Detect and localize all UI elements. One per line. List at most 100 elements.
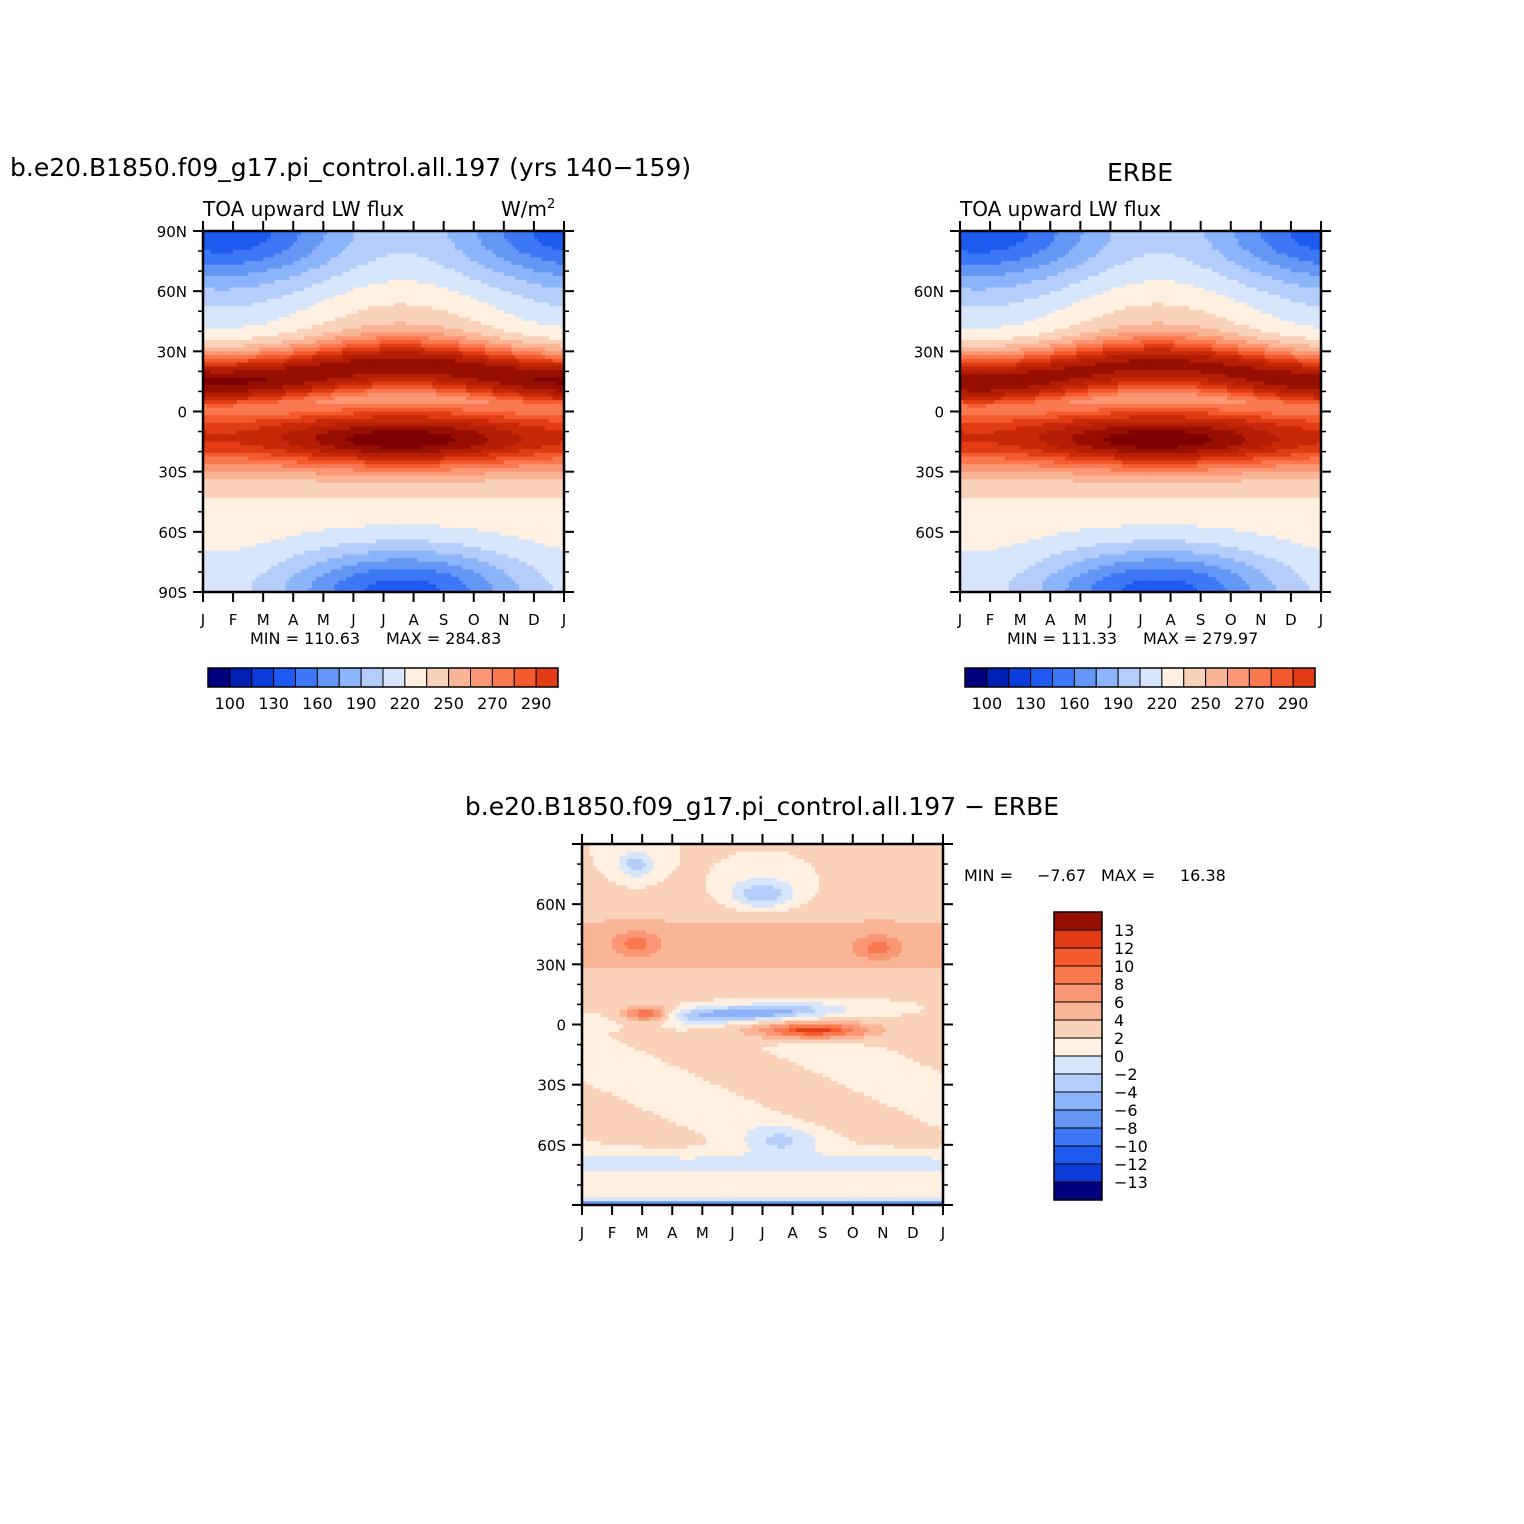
panel1-cell — [552, 294, 558, 300]
panel1-cell — [391, 249, 396, 255]
panel1-cell — [372, 422, 377, 428]
panel1-cell — [503, 264, 509, 270]
panel1-cell — [281, 325, 287, 330]
panel1-cell — [500, 400, 505, 405]
panel1-cell — [398, 403, 403, 409]
panel1-cell — [263, 279, 268, 285]
panel1-cell — [218, 313, 223, 319]
panel1-cell — [515, 340, 520, 345]
panel1-cell — [518, 287, 524, 292]
panel1-cell — [210, 407, 215, 413]
panel1-cell — [394, 385, 400, 390]
panel1-cell — [485, 268, 490, 273]
panel1-cell — [221, 246, 227, 251]
panel1-cell — [466, 302, 471, 307]
panel1-cell — [402, 257, 407, 262]
panel1-cell — [233, 347, 238, 352]
panel1-cell — [406, 291, 411, 296]
panel1-cell — [451, 294, 456, 300]
panel1-cell — [225, 419, 230, 424]
panel1-cell — [289, 328, 294, 334]
panel1-cell — [458, 264, 464, 270]
panel1-cell — [443, 291, 449, 296]
panel1-cell — [462, 268, 467, 273]
panel1-cell — [259, 411, 264, 416]
panel1-cell — [379, 396, 385, 401]
panel1-cell — [515, 257, 520, 262]
panel1-cell — [548, 332, 554, 337]
panel1-cell — [327, 340, 332, 345]
panel1-cell — [225, 407, 230, 413]
panel1-cell — [203, 298, 208, 304]
panel1-cell — [387, 351, 392, 356]
panel1-cell — [515, 422, 520, 428]
panel1-cell — [421, 306, 426, 311]
panel1-cell — [372, 358, 377, 364]
panel1-cell — [503, 370, 509, 375]
panel1-cell — [560, 358, 564, 364]
panel1-cell — [300, 313, 306, 319]
panel1-cell — [266, 294, 272, 300]
panel1-cell — [255, 358, 261, 364]
panel1-cell — [436, 302, 441, 307]
panel1-cell — [454, 261, 460, 266]
panel1-cell — [345, 294, 351, 300]
panel1-cell — [443, 325, 449, 330]
panel1-cell — [248, 377, 253, 383]
panel1-cell — [285, 317, 291, 322]
panel1-cell — [545, 355, 550, 360]
panel1-cell — [330, 276, 336, 281]
panel1-cell — [383, 400, 388, 405]
panel1-cell — [454, 306, 460, 311]
panel1-cell — [357, 422, 362, 428]
panel1-cell — [372, 279, 377, 285]
panel1-cell — [402, 396, 407, 401]
panel1-cell — [266, 276, 272, 281]
panel1-cell — [515, 373, 520, 379]
panel1-cell — [338, 328, 343, 334]
panel1-cell — [462, 291, 467, 296]
panel1-cell — [203, 313, 208, 319]
panel1-cell — [413, 253, 418, 258]
panel1-cell — [530, 283, 535, 289]
panel1-cell — [469, 362, 475, 367]
panel1-cell — [394, 358, 400, 364]
panel1-cell — [375, 321, 381, 326]
panel1-cell — [552, 309, 558, 315]
panel1-cell — [507, 328, 512, 334]
panel1-cell — [492, 347, 497, 352]
panel1-cell — [319, 332, 324, 337]
panel1-cell — [248, 419, 253, 424]
panel1-cell — [270, 347, 276, 352]
panel1-cell — [387, 313, 392, 319]
panel1-cell — [443, 242, 449, 247]
panel1-cell — [289, 366, 294, 371]
panel1-cell — [263, 298, 268, 304]
panel1-cell — [285, 362, 291, 367]
panel1-cell — [293, 313, 298, 319]
panel1-cell — [409, 246, 415, 251]
panel1-cell — [203, 340, 208, 345]
panel1-cell — [297, 415, 302, 420]
panel1-cell — [334, 411, 339, 416]
panel1-cell — [421, 325, 426, 330]
panel1-cell — [214, 385, 219, 390]
panel1-cell — [548, 325, 554, 330]
panel1-cell — [375, 279, 381, 285]
panel1-cell — [406, 302, 411, 307]
panel1-cell — [548, 249, 554, 255]
panel1-cell — [556, 362, 561, 367]
panel1-cell — [372, 253, 377, 258]
panel1-cell — [488, 246, 494, 251]
panel1-cell — [229, 298, 234, 304]
panel1-cell — [526, 355, 531, 360]
panel1-cell — [255, 415, 261, 420]
panel1-cell — [522, 291, 527, 296]
panel1-cell — [368, 392, 373, 398]
panel1-cell — [248, 358, 253, 364]
panel1-cell — [485, 351, 490, 356]
panel1-cell — [304, 279, 309, 285]
panel1-cell — [485, 358, 490, 364]
panel1-cell — [218, 253, 223, 258]
panel1-cell — [334, 272, 339, 277]
